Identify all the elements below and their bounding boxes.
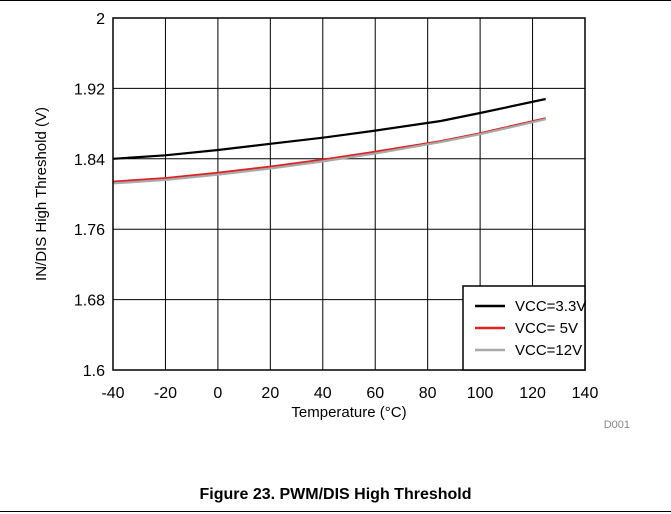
legend-label-3: VCC=12V bbox=[515, 342, 582, 359]
x-tick-label: 20 bbox=[261, 385, 279, 402]
line-chart: -40 -20 0 20 40 60 80 100 120 140 1.6 1.68 1.76 1.84 1… bbox=[33, 11, 630, 431]
bottom-rule bbox=[0, 511, 671, 512]
y-tick-label: 1.92 bbox=[74, 81, 105, 98]
legend-label-2: VCC= 5V bbox=[515, 320, 578, 337]
y-tick-label: 1.84 bbox=[74, 152, 105, 169]
top-rule bbox=[0, 0, 671, 1]
x-tick-label: -20 bbox=[154, 385, 177, 402]
x-tick-label: 140 bbox=[572, 385, 599, 402]
x-tick-label: 80 bbox=[419, 385, 437, 402]
figure-id: D001 bbox=[604, 419, 630, 431]
y-tick-label: 1.6 bbox=[83, 363, 105, 380]
x-tick-label: 100 bbox=[467, 385, 494, 402]
series-line-1 bbox=[112, 97, 546, 160]
series-line-2 bbox=[112, 117, 546, 183]
x-tick-label: 0 bbox=[213, 385, 222, 402]
x-tick-label: 40 bbox=[314, 385, 332, 402]
series-line-3 bbox=[112, 118, 546, 185]
series-lines bbox=[112, 97, 546, 185]
y-axis-title: IN/DIS High Threshold (V) bbox=[33, 107, 50, 281]
legend-label-1: VCC=3.3V bbox=[515, 298, 586, 315]
tick-labels: -40 -20 0 20 40 60 80 100 120 140 1.6 1.68 1.76 1.84 1… bbox=[74, 11, 599, 402]
y-tick-label: 1.76 bbox=[74, 222, 105, 239]
x-tick-label: 60 bbox=[366, 385, 384, 402]
x-tick-label: -40 bbox=[101, 385, 124, 402]
legend: VCC=3.3V VCC= 5V VCC=12V bbox=[462, 285, 586, 371]
x-axis-title: Temperature (°C) bbox=[291, 404, 406, 421]
y-tick-label: 1.68 bbox=[74, 293, 105, 310]
figure-caption: Figure 23. PWM/DIS High Threshold bbox=[199, 486, 472, 503]
y-tick-label: 2 bbox=[96, 11, 105, 28]
x-tick-label: 120 bbox=[519, 385, 546, 402]
plot-frame bbox=[112, 17, 586, 371]
